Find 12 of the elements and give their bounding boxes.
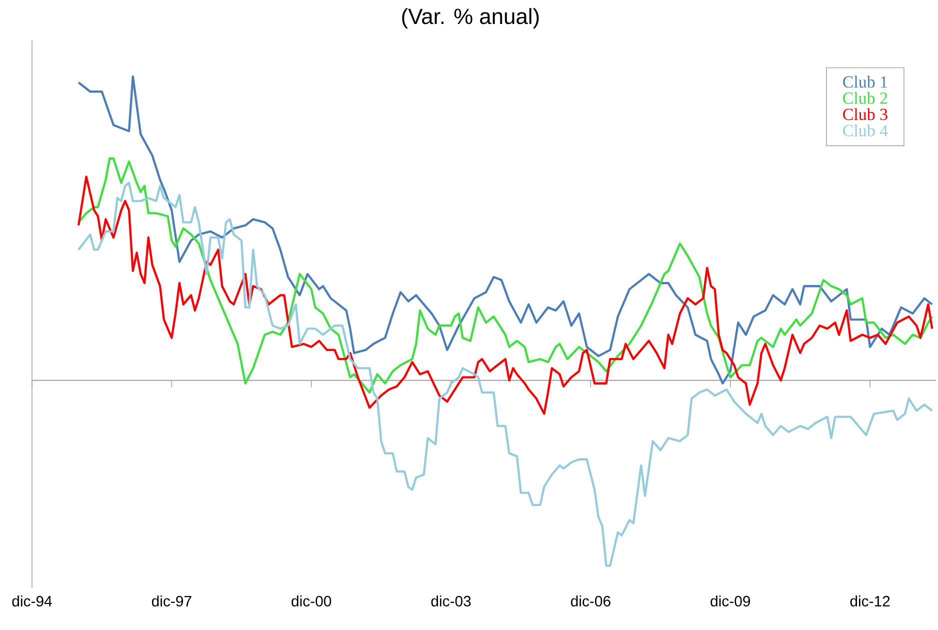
text: Club 1 bbox=[843, 76, 887, 88]
text: Club 4 bbox=[843, 124, 888, 136]
x-tick-label: dic-09 bbox=[710, 595, 750, 606]
chart-title: (Var. % anual) bbox=[402, 8, 539, 28]
x-tick-label: dic-06 bbox=[570, 595, 610, 606]
text: Club 3 bbox=[843, 108, 888, 120]
x-tick-label: dic-97 bbox=[152, 595, 192, 606]
x-tick-label: dic-12 bbox=[850, 595, 890, 606]
x-tick-label: dic-00 bbox=[292, 595, 332, 606]
x-tick-label: dic-94 bbox=[12, 595, 52, 606]
x-tick-label: dic-03 bbox=[431, 595, 471, 606]
text: Club 2 bbox=[843, 92, 888, 104]
